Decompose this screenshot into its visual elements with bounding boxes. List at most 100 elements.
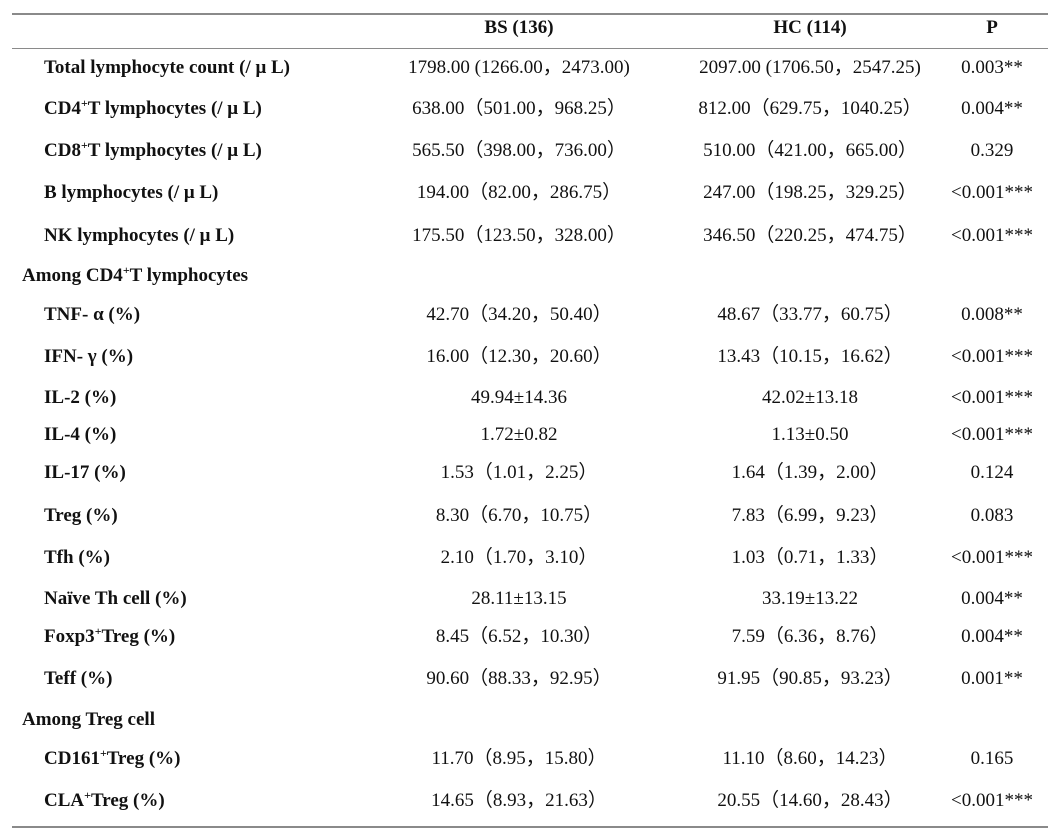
row-label: Treg (%) <box>44 504 118 528</box>
hc-value: 812.00（629.75，1040.25） <box>698 98 922 119</box>
hc-value: 1.03（0.71，1.33） <box>731 547 889 568</box>
row-label-text: CD4 <box>44 98 81 119</box>
row-label-text: T lymphocytes (/ μ L) <box>87 98 262 119</box>
row-label: Naïve Th cell (%) <box>44 587 187 611</box>
hc-value: 33.19±13.22 <box>762 588 858 609</box>
row-label-superscript: + <box>84 788 91 802</box>
header-rule <box>12 48 1048 49</box>
row-label: IFN- γ (%) <box>44 345 133 369</box>
row-label: Total lymphocyte count (/ μ L) <box>44 56 290 80</box>
section-label: Among CD4+T lymphocytes <box>22 263 249 289</box>
hc-value: 2097.00 (1706.50，2547.25) <box>699 57 921 78</box>
row-label-text: Naïve Th cell (%) <box>44 588 187 609</box>
p-value: 0.004** <box>961 588 1023 609</box>
row-label-text: Treg (%) <box>90 790 165 811</box>
bs-value: 1.72±0.82 <box>480 424 558 445</box>
p-value: 0.008** <box>961 304 1023 325</box>
hc-value: 510.00（421.00，665.00） <box>703 140 917 161</box>
row-label: IL-2 (%) <box>44 386 116 410</box>
row-label-text: Among CD4 <box>22 265 123 286</box>
row-label-text: Treg (%) <box>106 748 181 769</box>
hc-value: 247.00（198.25，329.25） <box>703 182 917 203</box>
p-value: 0.124 <box>970 462 1014 483</box>
row-label-text: CLA <box>44 790 85 811</box>
hc-value: 7.59（6.36，8.76） <box>731 626 889 647</box>
row-label-superscript: + <box>99 746 107 760</box>
row-label-text: Foxp3 <box>44 626 95 647</box>
row-label: CD161+Treg (%) <box>44 746 181 772</box>
p-value: <0.001*** <box>951 790 1033 811</box>
row-label-text: CD161 <box>44 748 100 769</box>
p-value: <0.001*** <box>951 424 1033 445</box>
p-value: <0.001*** <box>951 225 1033 246</box>
hc-value: 11.10（8.60，14.23） <box>722 748 898 769</box>
header-hc: HC (114) <box>773 17 847 38</box>
bs-value: 8.45（6.52，10.30） <box>435 626 603 647</box>
bottom-rule <box>12 826 1048 828</box>
bs-value: 194.00（82.00，286.75） <box>416 182 622 203</box>
row-label-text: T lymphocytes <box>129 265 249 286</box>
hc-value: 91.95（90.85，93.23） <box>717 668 903 689</box>
hc-value: 7.83（6.99，9.23） <box>731 505 889 526</box>
row-label: NK lymphocytes (/ μ L) <box>44 224 234 248</box>
hc-value: 42.02±13.18 <box>762 387 858 408</box>
p-value: 0.004** <box>961 626 1023 647</box>
hc-value: 48.67（33.77，60.75） <box>717 304 903 325</box>
p-value: 0.165 <box>970 748 1014 769</box>
row-label: B lymphocytes (/ μ L) <box>44 181 218 205</box>
row-label-text: B lymphocytes (/ μ L) <box>44 182 219 203</box>
row-label: CD8+T lymphocytes (/ μ L) <box>44 138 262 164</box>
p-value: <0.001*** <box>951 346 1033 367</box>
hc-value: 20.55（14.60，28.43） <box>717 790 903 811</box>
row-label-text: Treg (%) <box>101 626 176 647</box>
row-label-text: Teff (%) <box>44 668 113 689</box>
row-label-text: IFN- γ (%) <box>44 346 134 367</box>
header-bs: BS (136) <box>484 17 554 38</box>
row-label-text: Total lymphocyte count (/ μ L) <box>44 57 290 78</box>
row-label-text: IL-2 (%) <box>44 387 117 408</box>
row-label: CD4+T lymphocytes (/ μ L) <box>44 96 262 122</box>
row-label: CLA+Treg (%) <box>44 788 165 814</box>
bs-value: 638.00（501.00，968.25） <box>412 98 626 119</box>
bs-value: 42.70（34.20，50.40） <box>426 304 612 325</box>
row-label-text: IL-17 (%) <box>44 462 126 483</box>
bs-value: 175.50（123.50，328.00） <box>412 225 626 246</box>
p-value: 0.004** <box>961 98 1023 119</box>
row-label-superscript: + <box>122 263 130 277</box>
bs-value: 28.11±13.15 <box>471 588 567 609</box>
bs-value: 8.30（6.70，10.75） <box>435 505 603 526</box>
row-label: Teff (%) <box>44 667 112 691</box>
bs-value: 16.00（12.30，20.60） <box>426 346 612 367</box>
p-value: 0.329 <box>970 140 1014 161</box>
row-label-text: T lymphocytes (/ μ L) <box>87 140 262 161</box>
header-p: P <box>986 17 998 38</box>
p-value: 0.003** <box>961 57 1023 78</box>
row-label-text: IL-4 (%) <box>44 424 117 445</box>
top-rule <box>12 13 1048 15</box>
row-label-superscript: + <box>94 624 102 638</box>
bs-value: 1.53（1.01，2.25） <box>440 462 598 483</box>
p-value: <0.001*** <box>951 182 1033 203</box>
row-label-text: TNF- α (%) <box>44 304 141 325</box>
section-label: Among Treg cell <box>22 708 155 732</box>
row-label-superscript: + <box>80 96 88 110</box>
bs-value: 49.94±14.36 <box>471 387 567 408</box>
hc-value: 346.50（220.25，474.75） <box>703 225 917 246</box>
p-value: <0.001*** <box>951 547 1033 568</box>
row-label-text: CD8 <box>44 140 81 161</box>
hc-value: 1.64（1.39，2.00） <box>731 462 889 483</box>
bs-value: 1798.00 (1266.00，2473.00) <box>408 57 630 78</box>
row-label-superscript: + <box>80 138 88 152</box>
row-label: Tfh (%) <box>44 546 110 570</box>
bs-value: 11.70（8.95，15.80） <box>431 748 607 769</box>
hc-value: 1.13±0.50 <box>771 424 849 445</box>
row-label: IL-17 (%) <box>44 461 126 485</box>
results-table: BS (136) HC (114) P Total lymphocyte cou… <box>12 0 1048 838</box>
row-label-text: NK lymphocytes (/ μ L) <box>44 225 235 246</box>
p-value: 0.083 <box>970 505 1014 526</box>
row-label-text: Tfh (%) <box>44 547 110 568</box>
p-value: <0.001*** <box>951 387 1033 408</box>
row-label: TNF- α (%) <box>44 303 140 327</box>
bs-value: 90.60（88.33，92.95） <box>426 668 612 689</box>
bs-value: 14.65（8.93，21.63） <box>431 790 607 811</box>
